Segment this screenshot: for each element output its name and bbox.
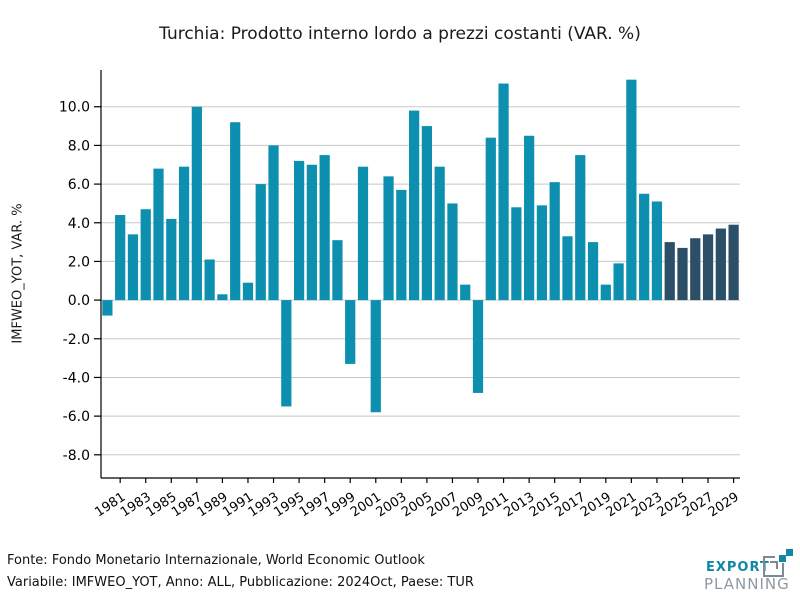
- bar-2003: [396, 189, 407, 301]
- bar-2019: [600, 284, 611, 301]
- bar-2015: [549, 182, 560, 301]
- bar-2010: [485, 137, 496, 301]
- y-tick-label-4: 4.0: [68, 216, 90, 232]
- bar-2029: [728, 224, 739, 301]
- bar-1984: [153, 168, 164, 301]
- exportplanning-logo-icon: [763, 549, 793, 577]
- bar-2018: [587, 242, 599, 301]
- bar-2026: [690, 238, 701, 301]
- y-tick-label--6: -6.0: [63, 409, 90, 425]
- bar-1999: [345, 300, 356, 364]
- x-tick-label-2029: 2029: [706, 490, 742, 521]
- variable-note: Variabile: IMFWEO_YOT, Anno: ALL, Pubbli…: [7, 575, 474, 590]
- bar-2006: [434, 166, 445, 301]
- bar-2028: [715, 228, 726, 301]
- bar-2016: [562, 236, 573, 301]
- bar-2012: [511, 207, 522, 301]
- bar-2009: [472, 300, 484, 393]
- bar-1987: [191, 106, 202, 301]
- bar-1992: [255, 184, 266, 301]
- bar-1988: [204, 259, 215, 301]
- bar-2008: [460, 284, 471, 301]
- y-tick-label-2: 2.0: [68, 254, 90, 270]
- bar-1980: [102, 300, 113, 316]
- logo-planning-text: PLANNING: [704, 575, 790, 593]
- bar-2027: [702, 234, 714, 301]
- bar-2004: [408, 110, 420, 301]
- bar-1996: [306, 164, 317, 301]
- bar-2021: [626, 79, 637, 301]
- bar-2022: [639, 193, 650, 301]
- bar-2002: [383, 176, 394, 301]
- bar-1981: [115, 215, 126, 301]
- bar-2011: [498, 83, 509, 301]
- bar-1982: [127, 234, 139, 301]
- bar-2023: [651, 201, 663, 301]
- bar-1995: [293, 160, 305, 301]
- y-tick-label--4: -4.0: [63, 370, 90, 386]
- bar-2001: [370, 300, 381, 413]
- bar-1990: [230, 122, 241, 301]
- bar-2024: [664, 242, 675, 301]
- bar-2005: [421, 126, 433, 301]
- y-tick-label-0: 0.0: [68, 293, 90, 309]
- bar-1998: [332, 240, 343, 301]
- bar-1986: [178, 166, 190, 301]
- bar-1994: [281, 300, 292, 407]
- bar-1997: [319, 155, 330, 301]
- bar-1985: [166, 218, 177, 301]
- bar-1989: [217, 294, 228, 301]
- y-tick-label--2: -2.0: [63, 332, 90, 348]
- bar-chart-plot: -8.0-6.0-4.0-2.00.02.04.06.08.010.019811…: [59, 70, 742, 521]
- exportplanning-logo: EXPORT PLANNING: [700, 548, 800, 594]
- bar-2025: [677, 247, 688, 301]
- bar-2000: [357, 166, 369, 301]
- bar-2017: [575, 155, 586, 301]
- source-note: Fonte: Fondo Monetario Internazionale, W…: [7, 553, 425, 568]
- chart-title: Turchia: Prodotto interno lordo a prezzi…: [159, 24, 641, 44]
- bar-2020: [613, 263, 624, 301]
- y-tick-label--8: -8.0: [63, 448, 90, 464]
- y-tick-label-8: 8.0: [68, 138, 90, 154]
- bar-1983: [140, 209, 151, 301]
- y-tick-label-6: 6.0: [68, 177, 90, 193]
- logo-export-text: EXPORT: [706, 560, 770, 575]
- bar-1993: [268, 145, 279, 301]
- bar-2007: [447, 203, 458, 301]
- bar-2013: [524, 135, 535, 301]
- y-tick-label-10: 10.0: [59, 100, 90, 116]
- bar-1991: [242, 282, 254, 301]
- bar-2014: [536, 205, 548, 301]
